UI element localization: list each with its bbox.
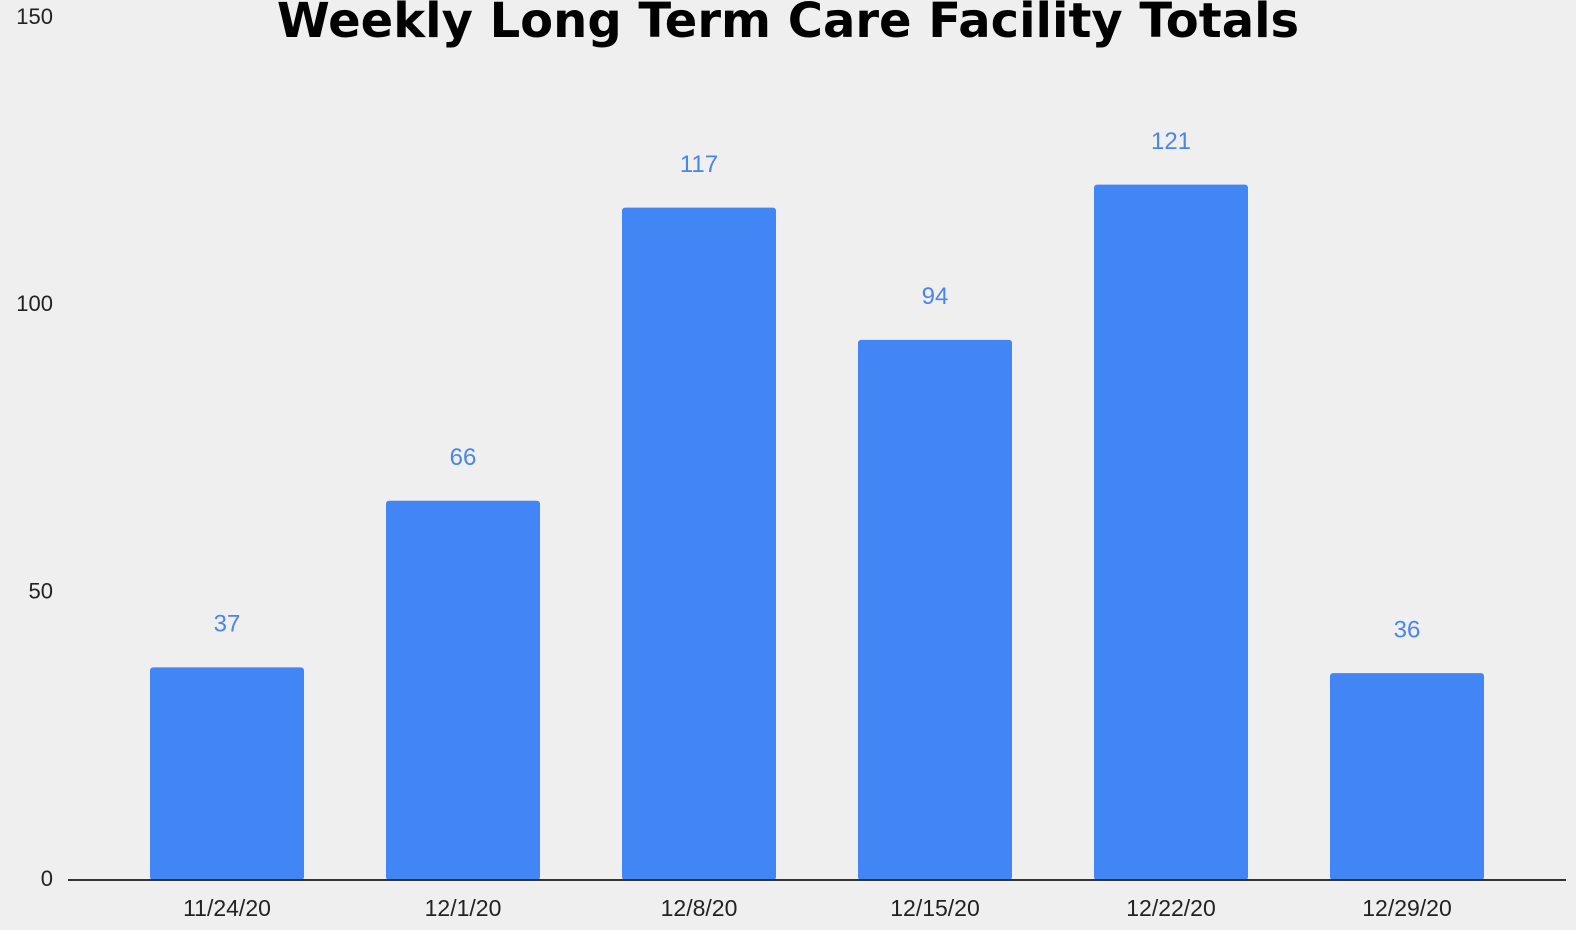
- x-tick-label: 12/29/20: [1362, 895, 1452, 921]
- data-label: 66: [450, 444, 477, 471]
- x-tick-label: 12/22/20: [1126, 895, 1216, 921]
- x-tick-label: 12/8/20: [661, 895, 738, 921]
- bar: [858, 339, 1012, 880]
- data-label: 117: [680, 151, 718, 178]
- bar: [386, 500, 540, 880]
- y-tick-label: 50: [29, 578, 53, 603]
- y-tick-label: 0: [41, 866, 53, 891]
- x-tick-label: 12/1/20: [425, 895, 502, 921]
- bar: [622, 207, 776, 880]
- bar: [150, 667, 304, 880]
- data-label: 94: [922, 283, 949, 310]
- x-tick-label: 12/15/20: [890, 895, 980, 921]
- bar: [1330, 673, 1484, 880]
- data-label: 121: [1151, 128, 1191, 155]
- y-tick-label: 150: [16, 4, 53, 29]
- data-label: 36: [1394, 616, 1421, 643]
- chart-title: Weekly Long Term Care Facility Totals: [277, 0, 1299, 49]
- x-tick-label: 11/24/20: [183, 895, 271, 921]
- bar: [1094, 184, 1248, 881]
- data-label: 37: [214, 611, 241, 638]
- y-tick-label: 100: [16, 291, 53, 316]
